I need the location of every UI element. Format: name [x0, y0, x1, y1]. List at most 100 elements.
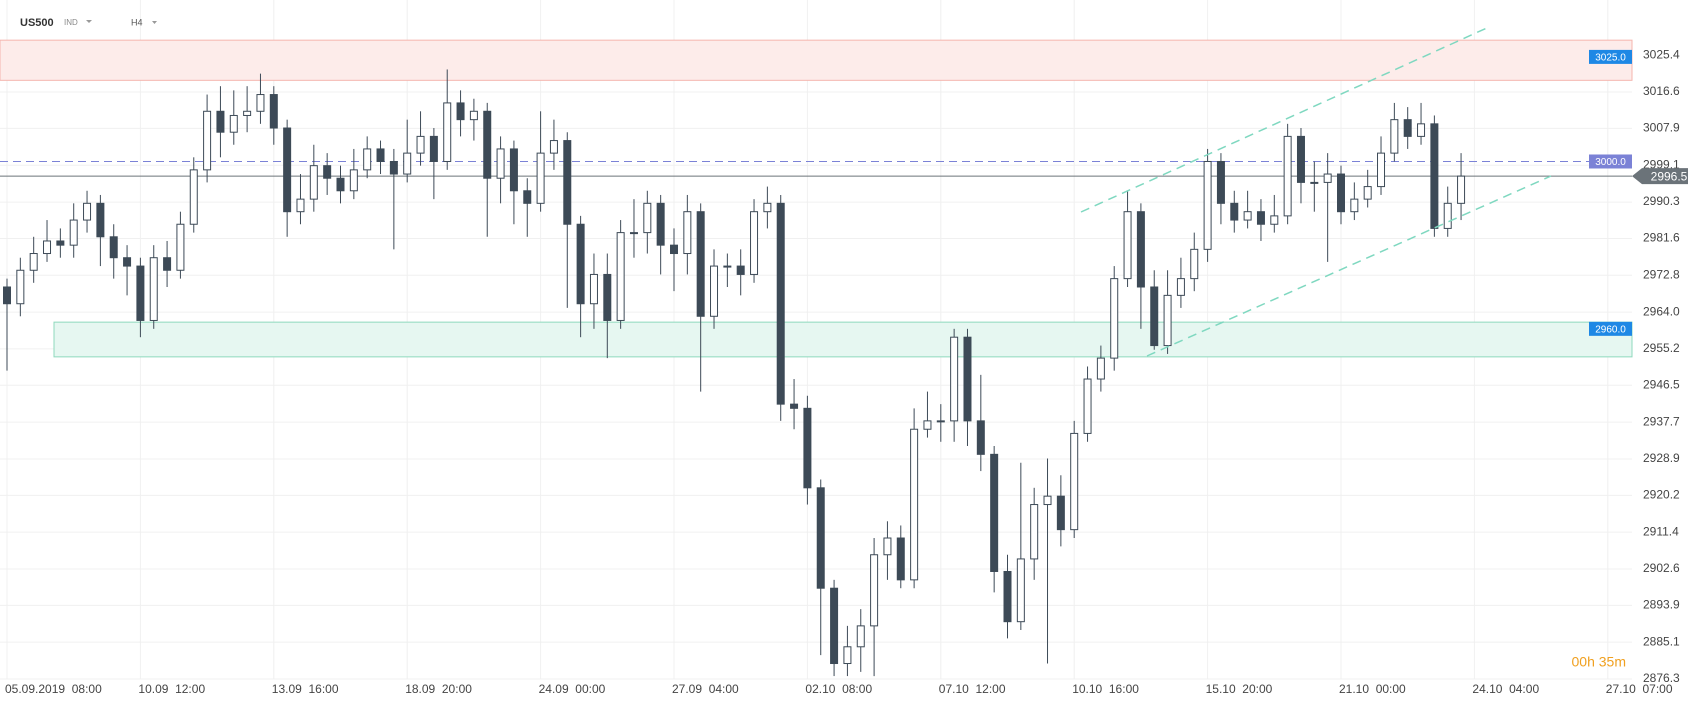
candle-body: [429, 135, 438, 162]
candle-body: [776, 202, 785, 405]
y-tick-label: 3007.9: [1643, 121, 1680, 135]
x-tick-label: 27.10 07:00: [1606, 682, 1673, 696]
candle-body: [1056, 495, 1065, 531]
candle-body: [163, 257, 172, 271]
candle-body: [376, 148, 385, 162]
candle-body: [56, 240, 65, 246]
candle-body: [990, 453, 999, 572]
y-tick-label: 2920.2: [1643, 488, 1680, 502]
candle-body: [896, 537, 905, 581]
candle-body: [1070, 432, 1079, 531]
candle-body: [1163, 294, 1172, 347]
candle-body: [1243, 211, 1252, 221]
y-tick-label: 2972.8: [1643, 267, 1680, 281]
interval[interactable]: H4: [131, 17, 143, 27]
candle-body: [723, 265, 732, 268]
price-tag: [1632, 168, 1688, 185]
x-tick-label: 21.10 00:00: [1339, 682, 1406, 696]
candle-body: [1310, 181, 1319, 184]
candle-body: [1203, 160, 1212, 250]
candle-body: [1337, 173, 1345, 213]
candle-body: [1096, 357, 1105, 380]
candle-body: [976, 420, 985, 455]
candle-body: [416, 135, 425, 154]
candle-body: [1283, 135, 1292, 217]
candle-body: [229, 114, 238, 133]
candle-body: [1110, 278, 1119, 359]
dropdown-icon[interactable]: [86, 20, 92, 23]
level-tag-label: 3025.0: [1595, 53, 1626, 64]
candle-body: [523, 190, 532, 204]
level-tag: [1589, 321, 1632, 336]
level-tag-label: 2996.5: [1651, 169, 1688, 183]
candle-body: [1003, 570, 1012, 623]
candle-body: [269, 94, 278, 129]
x-tick-label: 27.09 04:00: [672, 682, 739, 696]
candle-body: [29, 253, 38, 271]
candle-body: [1176, 278, 1185, 296]
candle-body: [643, 202, 652, 234]
candle-body: [616, 232, 625, 321]
candle-body: [189, 169, 198, 225]
candle-body: [1083, 378, 1092, 434]
candle-body: [323, 165, 332, 179]
candle-body: [1417, 123, 1426, 137]
candle-body: [1390, 119, 1399, 154]
candle-body: [1016, 558, 1025, 623]
candle-body: [843, 646, 852, 665]
candle-body: [1136, 211, 1145, 288]
candle-body: [109, 236, 118, 259]
candle-body: [603, 273, 612, 321]
candle-body: [963, 336, 972, 422]
candle-body: [563, 140, 572, 225]
candle-body: [683, 211, 692, 255]
candle-body: [483, 110, 492, 179]
candle-body: [496, 148, 505, 179]
candle-body: [283, 127, 292, 213]
y-tick-label: 2946.5: [1643, 377, 1680, 391]
candle-body: [1216, 160, 1225, 204]
y-tick-label: 2928.9: [1643, 451, 1680, 465]
candle-body: [443, 102, 452, 162]
candle-body: [309, 165, 318, 200]
trend-lines: [1080, 26, 1552, 357]
candle-body: [923, 420, 932, 430]
candle-body: [1377, 152, 1386, 188]
level-tag-label: 2960.0: [1595, 324, 1626, 335]
candle-body: [629, 232, 638, 235]
dropdown-icon[interactable]: [152, 21, 157, 24]
candle-body: [883, 537, 892, 556]
y-tick-label: 2981.6: [1643, 231, 1680, 245]
candle-body: [96, 202, 105, 238]
level-tag: [1589, 49, 1632, 64]
candle-body: [136, 265, 145, 321]
x-tick-label: 10.09 12:00: [138, 682, 205, 696]
candle-body: [43, 240, 52, 255]
candle-body: [509, 148, 518, 192]
x-tick-label: 07.10 12:00: [939, 682, 1006, 696]
y-tick-label: 2999.1: [1643, 157, 1680, 171]
y-tick-label: 2876.3: [1643, 671, 1680, 685]
x-tick-label: 18.09 20:00: [405, 682, 472, 696]
candle-body: [363, 148, 372, 171]
candle-body: [1430, 123, 1439, 229]
candle-body: [216, 110, 225, 133]
candle-body: [1296, 135, 1305, 183]
candle-body: [243, 110, 252, 116]
candle-body: [1350, 198, 1359, 213]
candle-body: [336, 177, 345, 192]
symbol[interactable]: US500: [20, 17, 54, 29]
x-tick-label: 15.10 20:00: [1206, 682, 1273, 696]
candle-body: [1403, 119, 1412, 137]
y-tick-label: 2964.0: [1643, 304, 1680, 318]
candle-body: [696, 211, 705, 317]
y-tick-label: 2955.2: [1643, 341, 1680, 355]
candle-body: [1363, 186, 1372, 200]
timer: 00h 35m: [1572, 654, 1626, 670]
candle-body: [589, 273, 598, 305]
candle-body: [349, 169, 358, 192]
candle-body: [456, 102, 465, 121]
y-tick-label: 3025.4: [1643, 47, 1680, 61]
y-tick-label: 2937.7: [1643, 414, 1680, 428]
candle-body: [763, 202, 772, 213]
